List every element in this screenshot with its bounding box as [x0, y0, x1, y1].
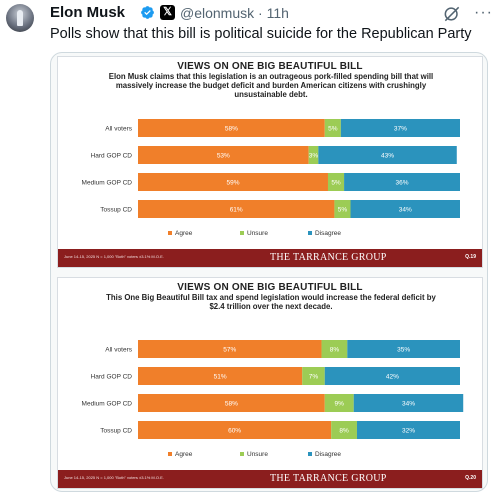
category-label: Tossup CD — [100, 428, 132, 435]
bar-segment-agree — [138, 421, 332, 439]
data-label: 58% — [225, 126, 238, 133]
data-label: 5% — [331, 180, 341, 187]
bar-segment-unsure — [334, 200, 351, 218]
data-label: 43% — [381, 153, 394, 160]
footnote: June 14-15, 2025 N = 1,000 "Both" voters… — [64, 254, 164, 259]
question-number: Q.19 — [465, 254, 476, 260]
bar-segment-unsure — [302, 367, 325, 385]
brand-logo: THE TARRANCE GROUP — [270, 252, 387, 263]
data-label: 36% — [396, 180, 409, 187]
data-label: 32% — [402, 428, 415, 435]
category-label: Medium GOP CD — [82, 401, 133, 408]
legend-swatch — [308, 452, 312, 456]
bar-segment-unsure — [324, 394, 354, 412]
legend-swatch — [240, 231, 244, 235]
footnote: June 14-15, 2025 N = 1,000 "Both" voters… — [64, 475, 164, 480]
legend-swatch — [308, 231, 312, 235]
legend-swatch — [168, 231, 172, 235]
bar-segment-agree — [138, 367, 303, 385]
bar-segment-agree — [138, 340, 322, 358]
data-label: 3% — [309, 153, 319, 160]
bar-segment-disagree — [344, 173, 460, 191]
category-label: Tossup CD — [100, 207, 132, 214]
slide-subtitle: This One Big Beautiful Bill tax and spen… — [106, 293, 436, 311]
tweet-text: Polls show that this bill is political s… — [50, 26, 472, 42]
avatar[interactable] — [6, 4, 34, 32]
slide-footer: June 14-15, 2025 N = 1,000 "Both" voters… — [58, 249, 482, 267]
legend-label: Unsure — [247, 230, 268, 237]
grok-icon[interactable] — [442, 4, 462, 24]
legend-swatch — [168, 452, 172, 456]
verified-icon — [141, 6, 154, 19]
bar-segment-disagree — [353, 394, 464, 412]
data-label: 5% — [328, 126, 338, 133]
question-number: Q.20 — [465, 475, 476, 481]
category-label: Hard GOP CD — [91, 153, 133, 160]
data-label: 9% — [335, 401, 345, 408]
data-label: 8% — [330, 347, 340, 354]
bar-segment-unsure — [327, 173, 345, 191]
bar-segment-unsure — [331, 421, 357, 439]
bar-segment-agree — [138, 394, 325, 412]
x-badge-icon: 𝕏 — [160, 5, 175, 20]
bar-segment-disagree — [340, 119, 460, 137]
data-label: 58% — [225, 401, 238, 408]
stacked-bar-chart: All voters 57% 8% 35% Hard GOP CD 51% 7% 42% Med… — [82, 340, 464, 458]
bar-segment-unsure — [308, 146, 319, 164]
bar-segment-disagree — [356, 421, 460, 439]
bar-segment-agree — [138, 119, 325, 137]
data-label: 60% — [228, 428, 241, 435]
legend-label: Unsure — [247, 451, 268, 458]
data-label: 8% — [339, 428, 349, 435]
category-label: All voters — [105, 347, 132, 354]
data-label: 51% — [214, 374, 227, 381]
category-label: All voters — [105, 126, 132, 133]
data-label: 57% — [223, 347, 236, 354]
tweet-media[interactable]: VIEWS ON ONE BIG BEAUTIFUL BILL Elon Mus… — [50, 52, 488, 492]
author-name[interactable]: Elon Musk — [50, 4, 126, 21]
poll-slide-1: VIEWS ON ONE BIG BEAUTIFUL BILL Elon Mus… — [57, 56, 483, 268]
bar-segment-unsure — [324, 119, 341, 137]
category-label: Medium GOP CD — [82, 180, 133, 187]
data-label: 7% — [309, 374, 319, 381]
slide-subtitle: Elon Musk claims that this legislation i… — [108, 72, 434, 99]
slide-title: VIEWS ON ONE BIG BEAUTIFUL BILL — [177, 61, 363, 72]
bar-segment-disagree — [350, 200, 460, 218]
brand-logo: THE TARRANCE GROUP — [270, 473, 387, 484]
bar-segment-agree — [138, 146, 309, 164]
header-actions: ··· — [442, 4, 492, 24]
category-label: Hard GOP CD — [91, 374, 133, 381]
data-label: 34% — [399, 207, 412, 214]
legend-label: Agree — [175, 451, 193, 458]
bar-segment-disagree — [318, 146, 457, 164]
data-label: 37% — [394, 126, 407, 133]
more-icon[interactable]: ··· — [474, 4, 493, 21]
slide-title: VIEWS ON ONE BIG BEAUTIFUL BILL — [177, 282, 363, 293]
handle-and-time[interactable]: @elonmusk · 11h — [180, 5, 289, 21]
bar-segment-agree — [138, 173, 328, 191]
data-label: 59% — [226, 180, 239, 187]
data-label: 5% — [338, 207, 348, 214]
data-label: 61% — [230, 207, 243, 214]
stacked-bar-chart: All voters 58% 5% 37% Hard GOP CD 53% 3% 43% Med… — [82, 119, 460, 237]
bar-segment-unsure — [321, 340, 348, 358]
slide-footer: June 14-15, 2025 N = 1,000 "Both" voters… — [58, 470, 482, 488]
bar-segment-disagree — [324, 367, 460, 385]
bar-segment-agree — [138, 200, 335, 218]
legend-label: Disagree — [315, 451, 341, 458]
legend-swatch — [240, 452, 244, 456]
poll-slide-2: VIEWS ON ONE BIG BEAUTIFUL BILL This One… — [57, 277, 483, 489]
data-label: 42% — [386, 374, 399, 381]
tweet-header: Elon Musk 𝕏 @elonmusk · 11h ··· Polls sh… — [0, 0, 500, 48]
legend-label: Disagree — [315, 230, 341, 237]
legend-label: Agree — [175, 230, 193, 237]
data-label: 53% — [217, 153, 230, 160]
data-label: 35% — [397, 347, 410, 354]
data-label: 34% — [402, 401, 415, 408]
bar-segment-disagree — [347, 340, 460, 358]
